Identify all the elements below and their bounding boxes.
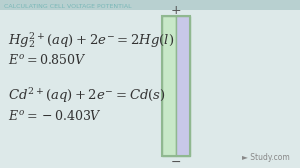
Text: $E^{o} = -0.403V$: $E^{o} = -0.403V$ xyxy=(8,109,102,123)
Bar xyxy=(176,16,190,156)
Text: ► Study.com: ► Study.com xyxy=(242,154,290,162)
Text: $Hg_2^{2+}(aq) + 2e^{-} = 2Hg(l)$: $Hg_2^{2+}(aq) + 2e^{-} = 2Hg(l)$ xyxy=(8,30,174,50)
Text: +: + xyxy=(171,4,181,16)
Bar xyxy=(0,0,300,10)
Text: $E^{o} = 0.850V$: $E^{o} = 0.850V$ xyxy=(8,53,86,67)
Bar xyxy=(162,16,190,156)
Text: CALCULATING CELL VOLTAGE POTENTIAL: CALCULATING CELL VOLTAGE POTENTIAL xyxy=(4,4,132,9)
Text: $Cd^{2+}(aq) + 2e^{-} = Cd(s)$: $Cd^{2+}(aq) + 2e^{-} = Cd(s)$ xyxy=(8,87,166,106)
Text: −: − xyxy=(171,156,181,168)
Bar xyxy=(162,16,176,156)
